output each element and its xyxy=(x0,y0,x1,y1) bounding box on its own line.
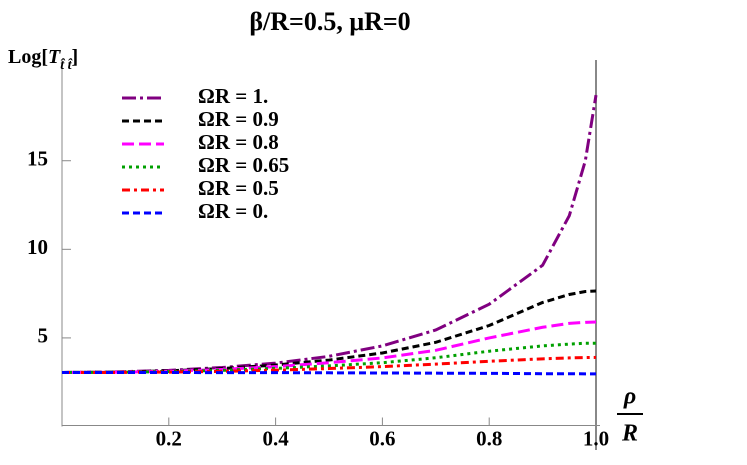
x-tick-label: 0.6 xyxy=(369,426,395,450)
x-tick-label: 0.2 xyxy=(156,426,182,450)
legend-label: ΩR = 0.8 xyxy=(198,130,279,154)
x-axis-label: ρ xyxy=(623,384,636,410)
y-tick-label: 15 xyxy=(27,147,48,171)
x-tick-label: 1.0 xyxy=(583,426,609,450)
y-label-part: t̂ t̂ xyxy=(60,57,73,73)
y-tick-label: 5 xyxy=(38,324,49,348)
legend-label: ΩR = 0.5 xyxy=(198,176,279,200)
legend-label: ΩR = 0.65 xyxy=(198,153,289,177)
legend-label: ΩR = 1. xyxy=(198,84,268,108)
series-line xyxy=(61,94,598,374)
x-tick-label: 0.4 xyxy=(262,426,289,450)
series-line xyxy=(62,355,597,374)
legend-label: ΩR = 0. xyxy=(198,199,268,223)
y-axis-label: Log[Tt̂ t̂] xyxy=(8,46,78,74)
series-line xyxy=(62,370,596,376)
y-label-part: T xyxy=(48,46,61,68)
x-axis-label: R xyxy=(621,421,638,447)
y-label-part: Log[ xyxy=(8,46,48,68)
legend-label: ΩR = 0.9 xyxy=(198,107,279,131)
chart-title: β/R=0.5, μR=0 xyxy=(249,7,410,36)
series-line xyxy=(61,341,596,374)
x-tick-label: 0.8 xyxy=(476,426,502,450)
y-tick-label: 10 xyxy=(27,235,48,259)
y-label-part: ] xyxy=(72,46,79,68)
series-line xyxy=(61,289,597,374)
